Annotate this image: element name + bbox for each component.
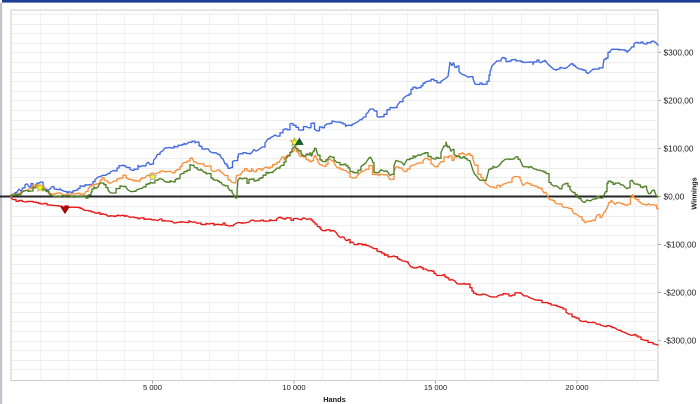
svg-text:$300,00: $300,00 — [664, 47, 694, 57]
svg-text:15 000: 15 000 — [424, 383, 447, 392]
svg-text:Hands: Hands — [323, 395, 346, 404]
svg-text:-$200,00: -$200,00 — [664, 288, 697, 298]
svg-text:$100,00: $100,00 — [664, 144, 694, 154]
svg-text:5 000: 5 000 — [143, 383, 162, 392]
svg-text:10 000: 10 000 — [282, 383, 305, 392]
svg-text:$200,00: $200,00 — [664, 95, 694, 105]
svg-text:20 000: 20 000 — [565, 383, 588, 392]
svg-text:-$100,00: -$100,00 — [664, 240, 697, 250]
svg-text:-$300,00: -$300,00 — [664, 336, 697, 346]
svg-text:Winnings: Winnings — [690, 177, 699, 209]
svg-text:$0,00: $0,00 — [664, 192, 685, 202]
